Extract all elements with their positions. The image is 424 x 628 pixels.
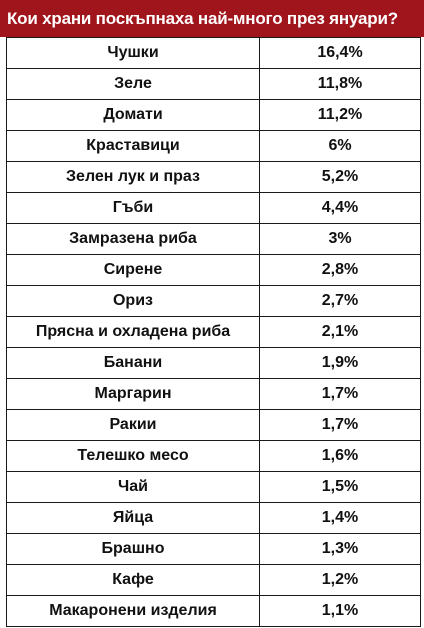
price-increase-value: 1,4% — [259, 502, 421, 534]
price-increase-value: 1,2% — [259, 564, 421, 596]
food-item-name: Зеле — [6, 68, 260, 100]
table-row: Чушки 16,4% — [6, 37, 421, 69]
price-increase-value: 3% — [259, 223, 421, 255]
table-row: Домати 11,2% — [6, 99, 421, 131]
food-item-name: Ориз — [6, 285, 260, 317]
table-row: Телешко месо 1,6% — [6, 440, 421, 472]
food-item-name: Чай — [6, 471, 260, 503]
price-increase-value: 1,3% — [259, 533, 421, 565]
table-body: Чушки 16,4% Зеле 11,8% Домати 11,2% Краставици… — [6, 37, 421, 627]
food-item-name: Яйца — [6, 502, 260, 534]
price-increase-value: 1,7% — [259, 378, 421, 410]
price-increase-value: 2,8% — [259, 254, 421, 286]
food-item-name: Брашно — [6, 533, 260, 565]
page-title: Кои храни поскъпнаха най-много през януа… — [0, 0, 424, 37]
table-row: Чай 1,5% — [6, 471, 421, 503]
table-row: Кафе 1,2% — [6, 564, 421, 596]
food-item-name: Ракии — [6, 409, 260, 441]
food-item-name: Краставици — [6, 130, 260, 162]
food-item-name: Кафе — [6, 564, 260, 596]
food-item-name: Маргарин — [6, 378, 260, 410]
price-increase-value: 1,7% — [259, 409, 421, 441]
price-increase-value: 1,1% — [259, 595, 421, 627]
food-item-name: Замразена риба — [6, 223, 260, 255]
food-item-name: Чушки — [6, 37, 260, 69]
table-row: Гъби 4,4% — [6, 192, 421, 224]
food-item-name: Зелен лук и праз — [6, 161, 260, 193]
price-increase-value: 2,1% — [259, 316, 421, 348]
table-row: Замразена риба 3% — [6, 223, 421, 255]
price-increase-table: Чушки 16,4% Зеле 11,8% Домати 11,2% Краставици… — [6, 37, 421, 627]
price-increase-value: 1,9% — [259, 347, 421, 379]
price-increase-value: 2,7% — [259, 285, 421, 317]
table-row: Прясна и охладена риба 2,1% — [6, 316, 421, 348]
table-row: Банани 1,9% — [6, 347, 421, 379]
table-row: Брашно 1,3% — [6, 533, 421, 565]
price-increase-value: 16,4% — [259, 37, 421, 69]
food-item-name: Прясна и охладена риба — [6, 316, 260, 348]
table-row: Зеле 11,8% — [6, 68, 421, 100]
table-row: Краставици 6% — [6, 130, 421, 162]
food-item-name: Гъби — [6, 192, 260, 224]
table-row: Ориз 2,7% — [6, 285, 421, 317]
table-row: Маргарин 1,7% — [6, 378, 421, 410]
price-increase-value: 4,4% — [259, 192, 421, 224]
price-increase-value: 5,2% — [259, 161, 421, 193]
food-item-name: Макаронени изделия — [6, 595, 260, 627]
food-item-name: Телешко месо — [6, 440, 260, 472]
price-increase-value: 1,6% — [259, 440, 421, 472]
price-increase-value: 11,2% — [259, 99, 421, 131]
food-item-name: Банани — [6, 347, 260, 379]
table-row: Ракии 1,7% — [6, 409, 421, 441]
price-increase-value: 1,5% — [259, 471, 421, 503]
table-row: Яйца 1,4% — [6, 502, 421, 534]
price-increase-value: 6% — [259, 130, 421, 162]
table-row: Сирене 2,8% — [6, 254, 421, 286]
table-row: Зелен лук и праз 5,2% — [6, 161, 421, 193]
table-row: Макаронени изделия 1,1% — [6, 595, 421, 627]
food-item-name: Домати — [6, 99, 260, 131]
food-item-name: Сирене — [6, 254, 260, 286]
price-increase-value: 11,8% — [259, 68, 421, 100]
